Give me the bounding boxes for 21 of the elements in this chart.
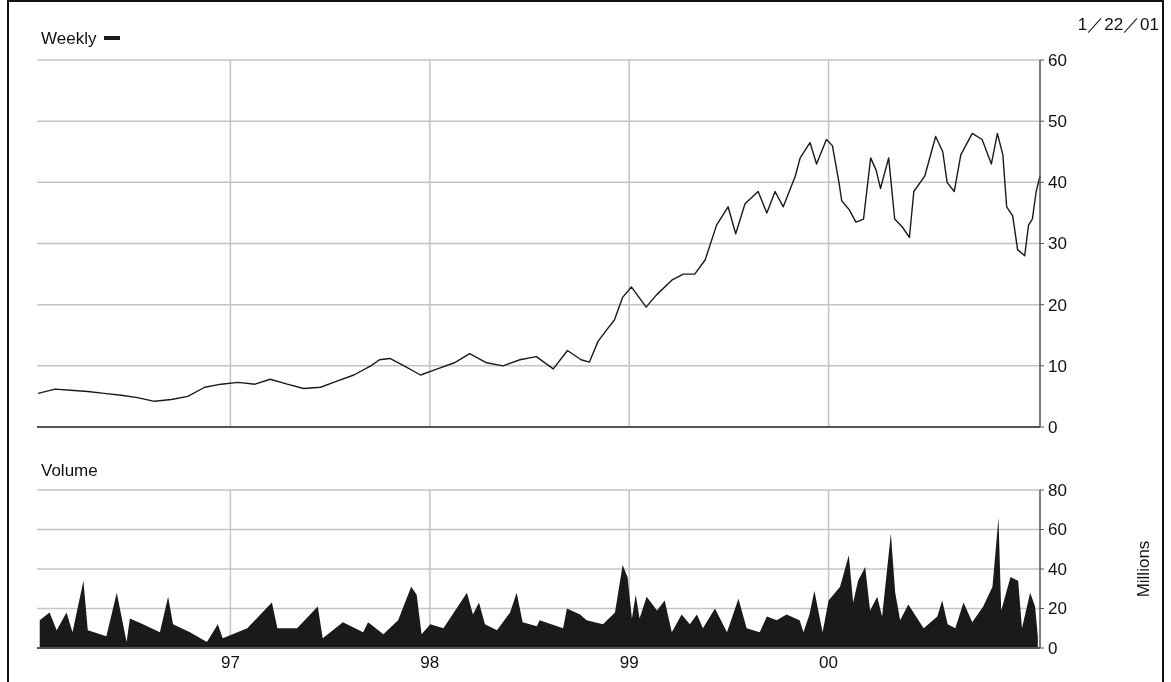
y-tick-label: 30 — [1048, 234, 1067, 254]
y-tick-label: 0 — [1048, 417, 1058, 437]
y-tick-label: 20 — [1048, 599, 1067, 619]
y-tick-label: 40 — [1048, 559, 1067, 579]
x-tick-label: 97 — [220, 653, 240, 672]
y-axis-title: Millions — [1134, 540, 1153, 598]
y-tick-label: 20 — [1048, 295, 1067, 315]
x-tick-label: 98 — [420, 653, 440, 672]
chart-title: Volume — [41, 461, 98, 480]
y-tick-label: 0 — [1048, 638, 1058, 658]
legend-label: Weekly — [41, 28, 97, 48]
x-tick-label: 00 — [819, 653, 839, 672]
y-tick-label: 60 — [1048, 50, 1067, 70]
line-series — [37, 132, 1041, 403]
text: 1／22／01 — [1077, 15, 1159, 34]
y-tick-label: 60 — [1048, 520, 1067, 540]
x-tick-label: 99 — [619, 653, 639, 672]
y-tick-label: 10 — [1048, 356, 1067, 376]
y-tick-label: 50 — [1048, 112, 1067, 132]
y-tick-label: 80 — [1048, 480, 1067, 500]
y-tick-label: 40 — [1048, 173, 1067, 193]
